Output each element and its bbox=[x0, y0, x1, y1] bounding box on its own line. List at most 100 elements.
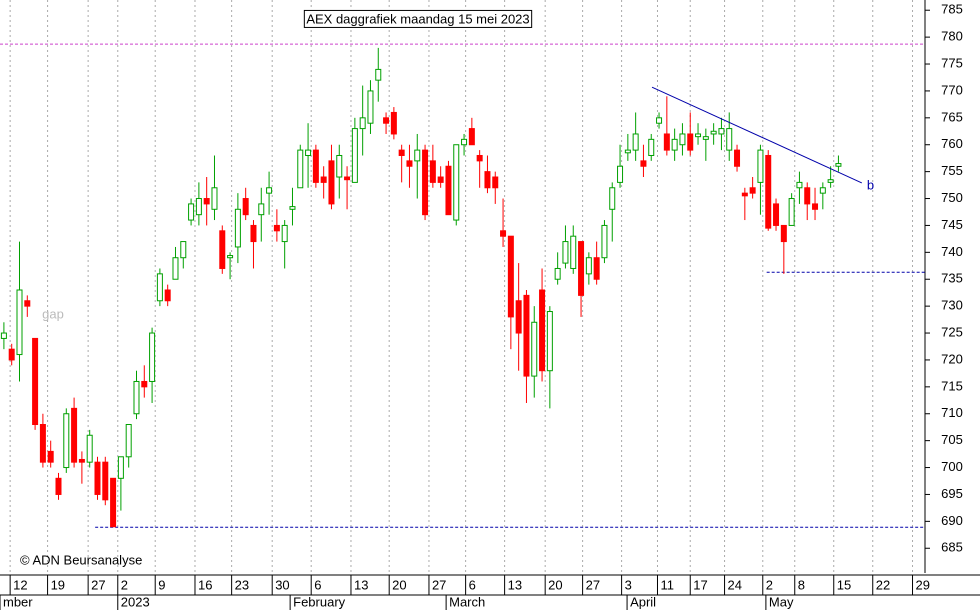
x-tick-label: 2 bbox=[121, 577, 128, 592]
y-tick-label: 695 bbox=[941, 486, 963, 501]
candle-body bbox=[671, 138, 678, 151]
candle-body bbox=[149, 332, 156, 382]
candle-body bbox=[406, 160, 413, 167]
y-tick-label: 780 bbox=[941, 29, 963, 44]
x-tick-label: 11 bbox=[660, 577, 674, 592]
candle-body bbox=[780, 224, 787, 243]
candle-body bbox=[656, 117, 663, 124]
y-tick-label: 715 bbox=[941, 378, 963, 393]
candle-body bbox=[86, 434, 93, 463]
candle-body bbox=[344, 176, 351, 181]
candle-body bbox=[117, 456, 124, 479]
candle-body bbox=[133, 380, 140, 415]
candle-body bbox=[804, 187, 811, 205]
candle-body bbox=[273, 224, 280, 232]
y-tick-label: 745 bbox=[941, 217, 963, 232]
annotation: gap bbox=[42, 307, 64, 322]
candle-body bbox=[617, 165, 624, 183]
title-box bbox=[303, 9, 533, 28]
candle-body bbox=[312, 149, 319, 183]
x-tick-label: 13 bbox=[354, 577, 368, 592]
candle-body bbox=[476, 154, 483, 162]
candle-body bbox=[718, 128, 725, 135]
candle-body bbox=[734, 149, 741, 167]
candle-body bbox=[289, 206, 296, 210]
candle-body bbox=[585, 257, 592, 275]
y-tick-label: 700 bbox=[941, 459, 963, 474]
candle-body bbox=[398, 149, 405, 156]
candle-body bbox=[788, 198, 795, 226]
candle-body bbox=[71, 407, 78, 463]
candle-body bbox=[468, 128, 475, 146]
y-tick-label: 760 bbox=[941, 136, 963, 151]
month-label: 2023 bbox=[121, 594, 150, 609]
candle-body bbox=[445, 165, 452, 216]
candle-body bbox=[601, 224, 608, 259]
candle-body bbox=[328, 160, 335, 205]
candle-body bbox=[219, 230, 226, 269]
candle-body bbox=[679, 133, 686, 146]
x-tick-label: 24 bbox=[728, 577, 742, 592]
x-tick-label: 6 bbox=[469, 577, 476, 592]
candle-body bbox=[687, 133, 694, 151]
x-tick-label: 13 bbox=[508, 577, 522, 592]
candle-body bbox=[305, 149, 312, 156]
candle-body bbox=[141, 380, 148, 388]
candle-body bbox=[695, 133, 702, 138]
candle-body bbox=[242, 198, 249, 216]
candle-body bbox=[180, 241, 187, 259]
candle-body bbox=[757, 149, 764, 183]
candle-body bbox=[172, 257, 179, 280]
y-tick-label: 710 bbox=[941, 405, 963, 420]
x-tick-label: 16 bbox=[198, 577, 212, 592]
candle-body bbox=[570, 235, 577, 269]
candle-body bbox=[773, 203, 780, 226]
candle-body bbox=[539, 289, 546, 372]
candle-body bbox=[741, 192, 748, 197]
candle-body bbox=[336, 154, 343, 178]
candle-body bbox=[507, 235, 514, 318]
x-tick-label: 22 bbox=[876, 577, 890, 592]
candle-body bbox=[827, 179, 834, 183]
candle-body bbox=[640, 160, 647, 167]
y-tick-label: 705 bbox=[941, 432, 963, 447]
x-tick-label: 29 bbox=[916, 577, 930, 592]
candle-body bbox=[359, 117, 366, 130]
candle-body bbox=[375, 68, 382, 81]
candle-body bbox=[515, 300, 522, 334]
candle-body bbox=[461, 138, 468, 146]
y-tick-label: 750 bbox=[941, 190, 963, 205]
candle-body bbox=[125, 424, 132, 458]
y-tick-label: 690 bbox=[941, 513, 963, 528]
candle-body bbox=[320, 176, 327, 183]
month-label: March bbox=[449, 594, 485, 609]
x-tick-label: 20 bbox=[548, 577, 562, 592]
month-label: May bbox=[769, 594, 794, 609]
candle-body bbox=[546, 311, 553, 372]
x-tick-label: 2 bbox=[766, 577, 773, 592]
x-tick-label: 12 bbox=[13, 577, 27, 592]
candle-body bbox=[624, 149, 631, 154]
candle-body bbox=[765, 154, 772, 229]
x-tick-label: 27 bbox=[91, 577, 105, 592]
y-tick-label: 730 bbox=[941, 298, 963, 313]
candle-body bbox=[47, 450, 54, 463]
month-label: April bbox=[630, 594, 656, 609]
candle-body bbox=[55, 477, 62, 495]
candle-body bbox=[258, 203, 265, 216]
x-tick-label: 6 bbox=[314, 577, 321, 592]
candle-body bbox=[24, 300, 31, 307]
candle-body bbox=[749, 187, 756, 194]
source: © ADN Beursanalyse bbox=[20, 552, 142, 567]
candle-body bbox=[554, 267, 561, 280]
candle-body bbox=[819, 187, 826, 194]
candle-body bbox=[812, 203, 819, 210]
month-label: February bbox=[293, 594, 346, 609]
candle-body bbox=[710, 130, 717, 135]
y-tick-label: 725 bbox=[941, 324, 963, 339]
candle-body bbox=[484, 171, 491, 189]
candle-body bbox=[562, 241, 569, 264]
candle-body bbox=[8, 348, 15, 361]
x-tick-label: 27 bbox=[432, 577, 446, 592]
